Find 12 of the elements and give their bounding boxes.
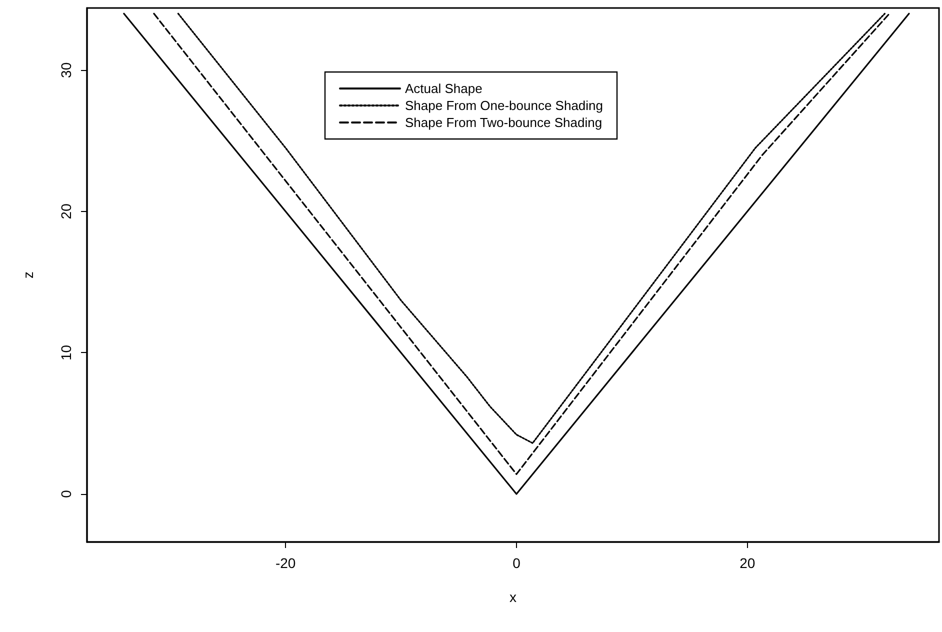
y-tick-label: 20 (58, 203, 74, 220)
x-tick-label: -20 (275, 555, 296, 571)
x-tick-label: 0 (512, 555, 521, 571)
y-tick-label: 30 (58, 62, 74, 78)
legend-label: Shape From One-bounce Shading (404, 98, 604, 113)
y-axis-title: z (20, 272, 36, 278)
legend-label: Shape From Two-bounce Shading (404, 115, 602, 130)
x-axis-title: x (510, 589, 516, 605)
y-tick-label: 0 (58, 490, 74, 498)
x-tick-label: 20 (740, 555, 756, 571)
y-tick-label: 10 (58, 344, 74, 360)
legend-label: Actual Shape (404, 81, 482, 96)
